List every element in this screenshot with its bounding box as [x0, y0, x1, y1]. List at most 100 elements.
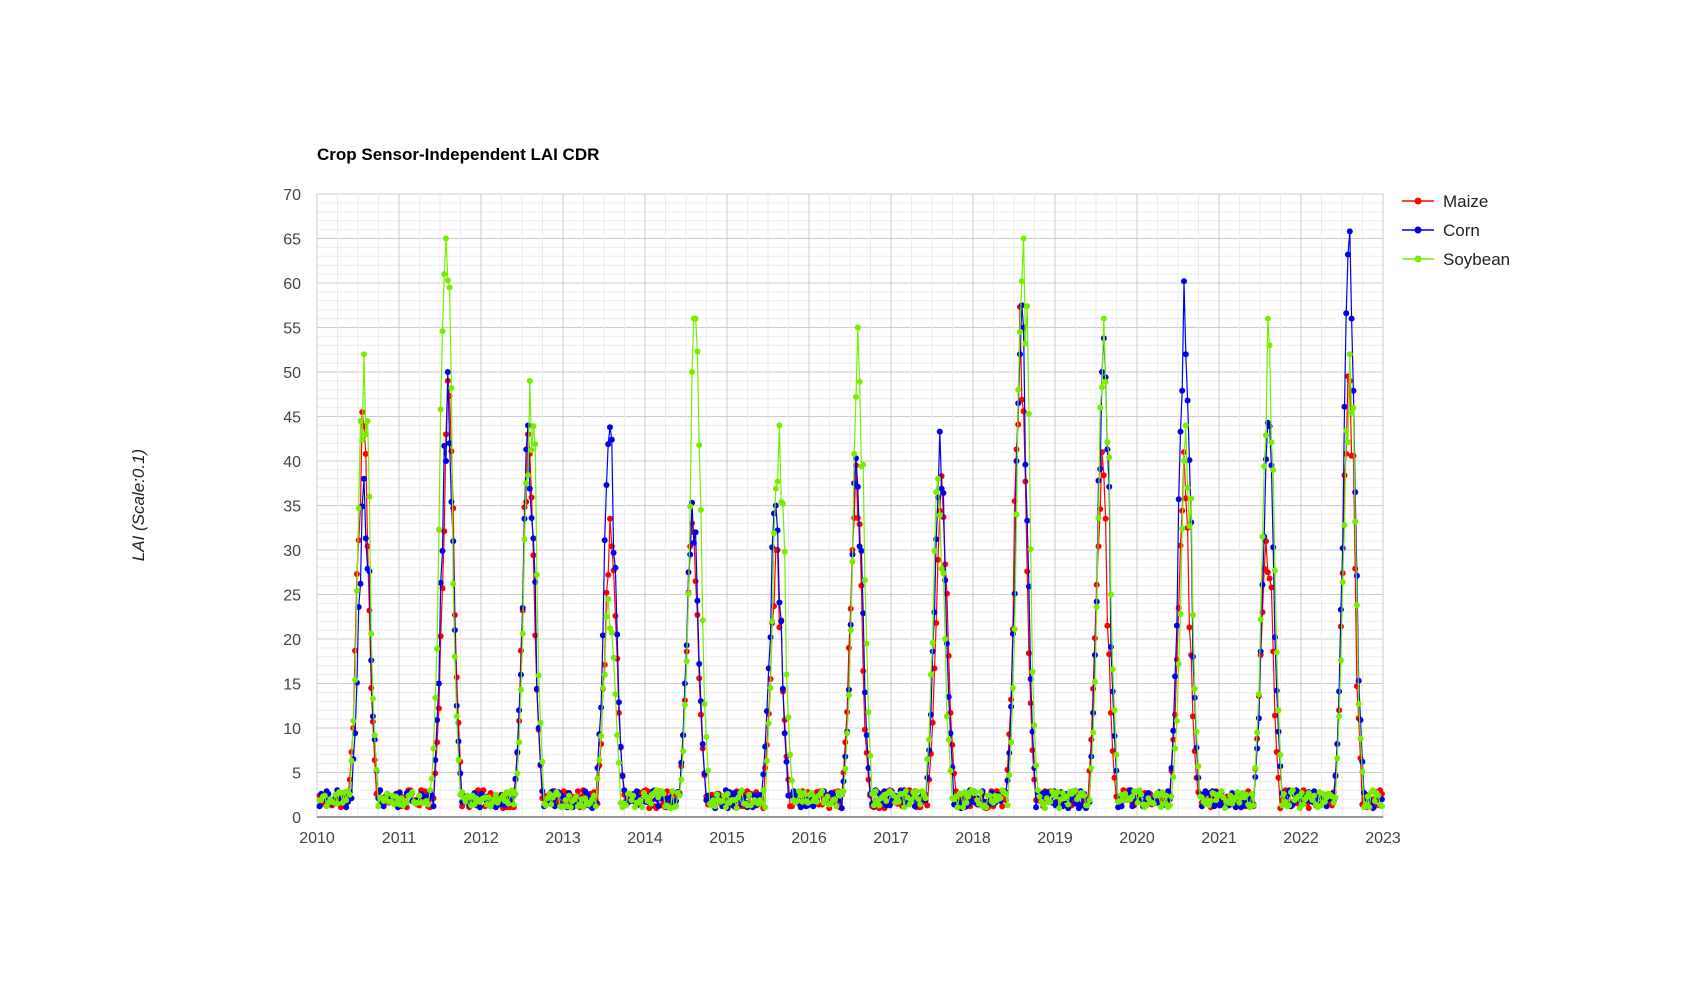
data-point-soybean — [1195, 763, 1202, 770]
data-point-soybean — [1298, 790, 1305, 796]
data-point-soybean — [416, 792, 423, 799]
data-point-maize — [1029, 747, 1036, 754]
data-point-soybean — [1300, 801, 1307, 808]
data-point-soybean — [441, 271, 448, 278]
data-point-soybean — [355, 505, 362, 512]
data-point-soybean — [366, 493, 373, 500]
data-point-soybean — [1311, 792, 1318, 799]
data-point-soybean — [1343, 427, 1350, 434]
data-point-corn — [521, 515, 528, 522]
y-tick-label: 35 — [283, 499, 301, 516]
x-tick-label: 2015 — [709, 830, 745, 847]
data-point-soybean — [1086, 797, 1093, 804]
data-point-corn — [861, 689, 868, 696]
data-point-maize — [368, 685, 375, 691]
data-point-corn — [863, 732, 870, 739]
data-point-corn — [1113, 767, 1120, 774]
data-point-corn — [936, 428, 943, 435]
data-point-soybean — [523, 480, 530, 487]
data-point-maize — [1025, 650, 1032, 657]
data-point-corn — [343, 804, 350, 811]
data-point-corn — [1346, 228, 1353, 235]
data-point-soybean — [357, 418, 364, 424]
data-point-soybean — [1179, 525, 1186, 532]
data-point-soybean — [977, 789, 984, 796]
data-point-maize — [1104, 622, 1111, 629]
data-point-soybean — [935, 475, 941, 482]
data-point-soybean — [763, 757, 770, 764]
data-point-soybean — [1095, 515, 1102, 521]
data-point-soybean — [738, 787, 745, 794]
axes: 0 5 10 15 20 25 30 35 40 45 50 55 60 65 70 2010 2011 2012… — [283, 187, 1401, 847]
data-point-corn — [1184, 397, 1191, 404]
data-point-soybean — [1065, 801, 1072, 808]
data-point-soybean — [444, 277, 451, 284]
data-point-maize — [842, 739, 849, 746]
data-point-corn — [692, 529, 699, 536]
data-point-corn — [476, 804, 483, 811]
data-point-soybean — [760, 787, 767, 794]
x-tick-label: 2016 — [791, 830, 827, 847]
data-point-maize — [692, 578, 699, 585]
data-point-corn — [690, 539, 697, 546]
data-point-soybean — [1188, 495, 1195, 502]
data-point-maize — [1305, 805, 1312, 812]
data-point-corn — [516, 707, 523, 714]
data-point-soybean — [801, 790, 808, 796]
data-point-soybean — [1277, 751, 1284, 758]
data-point-soybean — [681, 701, 688, 708]
data-point-soybean — [1184, 484, 1191, 491]
data-point-soybean — [943, 713, 950, 720]
data-point-soybean — [847, 627, 854, 634]
data-point-soybean — [936, 512, 943, 519]
data-point-soybean — [1261, 463, 1268, 470]
data-point-soybean — [1029, 668, 1036, 675]
data-point-corn — [765, 665, 772, 672]
data-point-soybean — [915, 796, 922, 803]
data-point-corn — [945, 693, 952, 700]
data-point-soybean — [384, 790, 391, 797]
data-point-corn — [432, 757, 439, 763]
data-point-soybean — [1198, 794, 1205, 801]
data-point-soybean — [876, 802, 883, 809]
y-axis-label: LAI (Scale:0.1) — [129, 449, 148, 561]
data-point-soybean — [1218, 788, 1225, 795]
data-point-corn — [771, 510, 777, 517]
data-point-soybean — [783, 671, 790, 678]
data-point-corn — [1025, 583, 1032, 590]
y-tick-label: 50 — [283, 365, 301, 382]
data-point-soybean — [699, 617, 706, 624]
data-point-maize — [435, 705, 442, 712]
x-tick-label: 2014 — [627, 830, 663, 847]
data-point-soybean — [924, 756, 931, 763]
y-tick-label: 65 — [283, 232, 301, 249]
data-point-corn — [366, 568, 373, 575]
data-point-soybean — [375, 803, 382, 810]
data-point-soybean — [1104, 439, 1111, 446]
data-point-soybean — [719, 798, 726, 804]
data-point-soybean — [1033, 762, 1040, 769]
data-point-soybean — [1109, 666, 1116, 673]
data-point-corn — [694, 597, 701, 604]
data-point-soybean — [940, 570, 947, 577]
data-point-soybean — [1088, 765, 1095, 771]
data-point-soybean — [1168, 793, 1175, 800]
data-point-soybean — [1266, 342, 1273, 349]
data-point-corn — [444, 369, 451, 375]
data-point-corn — [797, 804, 804, 811]
data-point-corn — [1170, 727, 1177, 734]
data-point-soybean — [1181, 458, 1187, 464]
data-point-corn — [842, 753, 849, 760]
data-point-corn — [368, 657, 375, 664]
data-point-soybean — [849, 558, 856, 565]
data-point-corn — [687, 551, 694, 558]
data-point-soybean — [1330, 799, 1337, 806]
data-point-soybean — [1107, 591, 1114, 598]
y-tick-label: 30 — [283, 543, 301, 560]
y-tick-label: 55 — [283, 321, 301, 338]
data-point-soybean — [722, 804, 729, 811]
data-point-soybean — [630, 792, 637, 799]
data-point-soybean — [1031, 722, 1038, 729]
data-point-soybean — [580, 804, 587, 811]
x-tick-label: 2018 — [955, 830, 991, 847]
